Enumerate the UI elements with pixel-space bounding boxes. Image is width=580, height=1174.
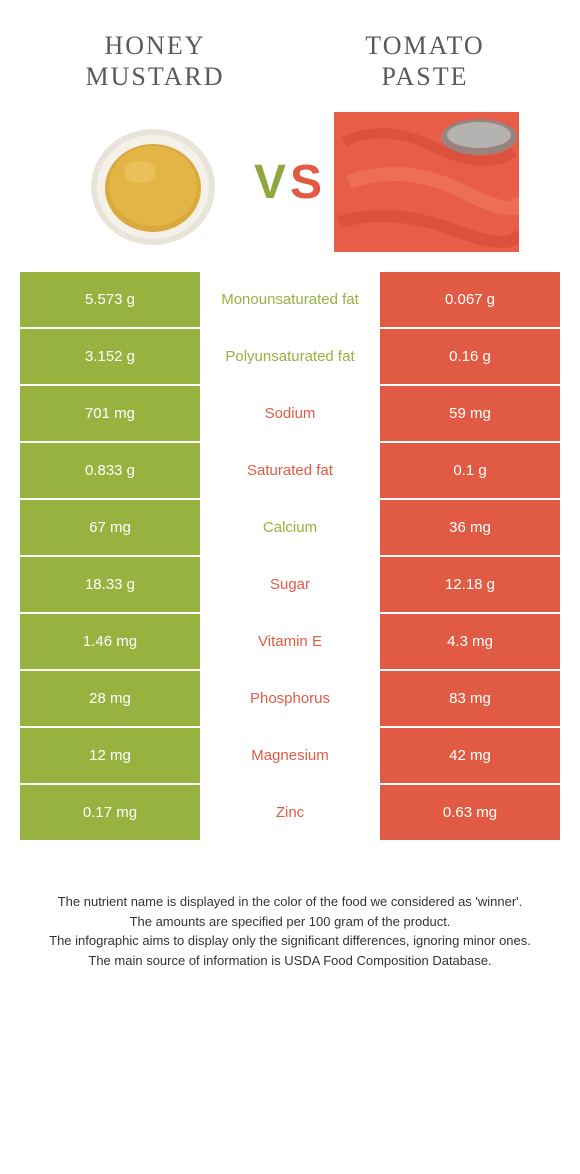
food-right-title-line1: TOMATO	[365, 31, 484, 60]
table-row: 28 mgPhosphorus83 mg	[20, 671, 560, 728]
cell-nutrient-label: Magnesium	[200, 728, 380, 785]
table-row: 3.152 gPolyunsaturated fat0.16 g	[20, 329, 560, 386]
vs-s: S	[290, 156, 326, 209]
cell-left-value: 18.33 g	[20, 557, 200, 614]
food-left-image	[61, 112, 246, 252]
food-left-title: HONEY MUSTARD	[34, 30, 277, 92]
table-row: 0.17 mgZinc0.63 mg	[20, 785, 560, 842]
cell-nutrient-label: Zinc	[200, 785, 380, 842]
cell-nutrient-label: Monounsaturated fat	[200, 272, 380, 329]
images-row: VS	[0, 102, 580, 272]
cell-nutrient-label: Vitamin E	[200, 614, 380, 671]
table-row: 1.46 mgVitamin E4.3 mg	[20, 614, 560, 671]
nutrition-table: 5.573 gMonounsaturated fat0.067 g3.152 g…	[20, 272, 560, 842]
food-left-title-line1: HONEY	[105, 31, 206, 60]
footnote-line2: The amounts are specified per 100 gram o…	[30, 912, 550, 932]
header: HONEY MUSTARD TOMATO PASTE	[0, 0, 580, 102]
cell-nutrient-label: Polyunsaturated fat	[200, 329, 380, 386]
table-row: 701 mgSodium59 mg	[20, 386, 560, 443]
footnote-line3: The infographic aims to display only the…	[30, 931, 550, 951]
cell-left-value: 1.46 mg	[20, 614, 200, 671]
food-left-title-line2: MUSTARD	[85, 62, 224, 91]
cell-right-value: 0.16 g	[380, 329, 560, 386]
footnote-line4: The main source of information is USDA F…	[30, 951, 550, 971]
cell-left-value: 0.833 g	[20, 443, 200, 500]
cell-left-value: 3.152 g	[20, 329, 200, 386]
cell-nutrient-label: Sodium	[200, 386, 380, 443]
cell-right-value: 12.18 g	[380, 557, 560, 614]
footnote: The nutrient name is displayed in the co…	[30, 892, 550, 970]
cell-right-value: 59 mg	[380, 386, 560, 443]
vs-label: VS	[254, 155, 326, 210]
cell-left-value: 28 mg	[20, 671, 200, 728]
cell-right-value: 42 mg	[380, 728, 560, 785]
table-row: 12 mgMagnesium42 mg	[20, 728, 560, 785]
cell-right-value: 36 mg	[380, 500, 560, 557]
footnote-line1: The nutrient name is displayed in the co…	[30, 892, 550, 912]
cell-nutrient-label: Saturated fat	[200, 443, 380, 500]
cell-nutrient-label: Sugar	[200, 557, 380, 614]
food-right-title-line2: PASTE	[381, 62, 468, 91]
cell-nutrient-label: Phosphorus	[200, 671, 380, 728]
food-right-title: TOMATO PASTE	[304, 30, 547, 92]
cell-nutrient-label: Calcium	[200, 500, 380, 557]
table-row: 5.573 gMonounsaturated fat0.067 g	[20, 272, 560, 329]
cell-right-value: 83 mg	[380, 671, 560, 728]
cell-left-value: 67 mg	[20, 500, 200, 557]
cell-right-value: 0.63 mg	[380, 785, 560, 842]
cell-left-value: 701 mg	[20, 386, 200, 443]
cell-left-value: 0.17 mg	[20, 785, 200, 842]
cell-right-value: 4.3 mg	[380, 614, 560, 671]
table-row: 18.33 gSugar12.18 g	[20, 557, 560, 614]
food-right-image	[334, 112, 519, 252]
table-row: 67 mgCalcium36 mg	[20, 500, 560, 557]
cell-left-value: 12 mg	[20, 728, 200, 785]
table-row: 0.833 gSaturated fat0.1 g	[20, 443, 560, 500]
cell-left-value: 5.573 g	[20, 272, 200, 329]
cell-right-value: 0.067 g	[380, 272, 560, 329]
vs-v: V	[254, 156, 290, 209]
cell-right-value: 0.1 g	[380, 443, 560, 500]
